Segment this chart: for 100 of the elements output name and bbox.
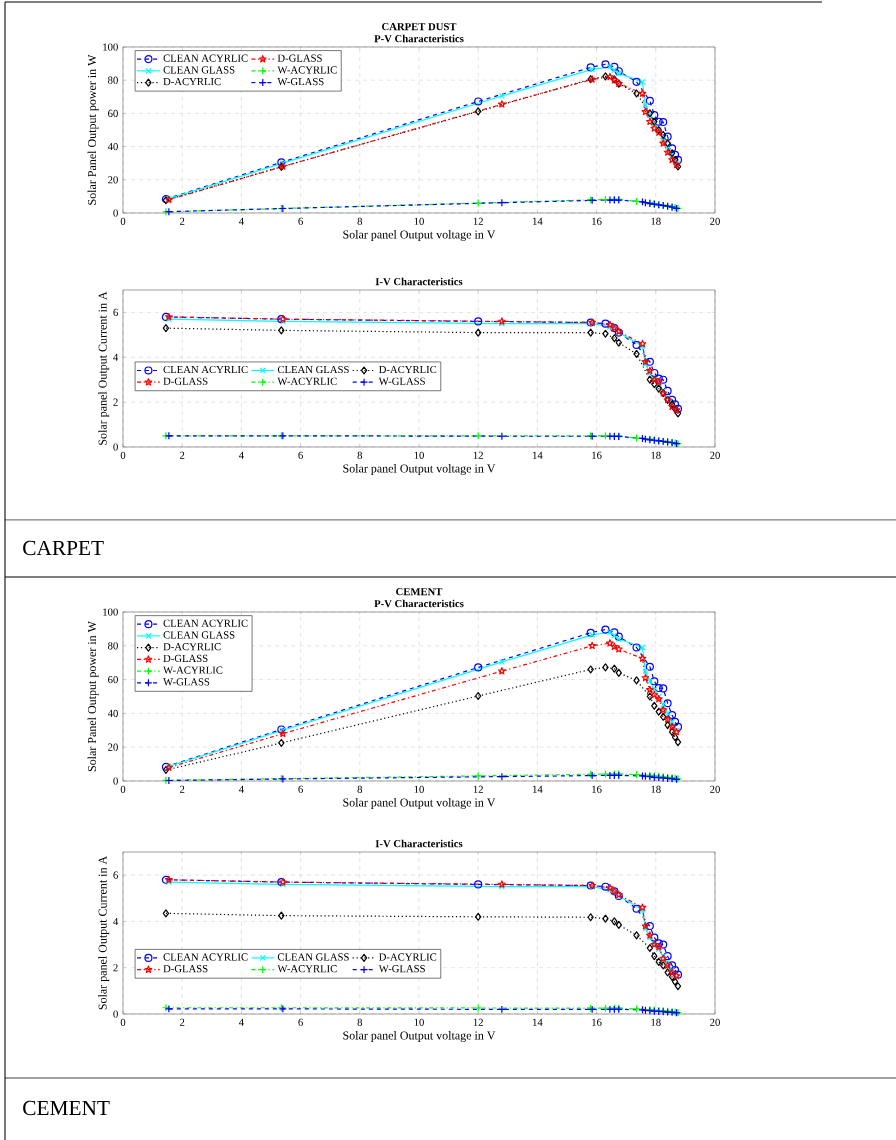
y-tick-label: 80 <box>108 76 118 84</box>
legend-label: W-GLASS <box>163 678 210 686</box>
legend-label: D-ACYRLIC <box>379 365 437 374</box>
x-tick-label: 18 <box>651 451 661 459</box>
legend-label: D-GLASS <box>277 54 322 62</box>
legend-label: W-ACYRLIC <box>277 377 337 385</box>
chart-title: CARPET DUST <box>382 23 457 31</box>
x-tick-label: 18 <box>651 1018 661 1026</box>
y-axis-title: Solar Panel Output power in W <box>87 54 99 205</box>
x-tick-label: 14 <box>533 217 543 225</box>
y-tick-label: 20 <box>108 176 118 184</box>
x-tick-label: 8 <box>357 217 363 225</box>
x-tick-label: 14 <box>533 785 543 793</box>
x-tick-label: 12 <box>473 451 483 459</box>
legend-label: D-ACYRLIC <box>163 643 221 651</box>
x-tick-label: 8 <box>357 451 363 459</box>
y-tick-label: 0 <box>113 1010 118 1018</box>
x-tick-label: 18 <box>651 785 661 793</box>
y-tick-label: 100 <box>103 43 118 51</box>
legend-label: W-GLASS <box>378 965 425 973</box>
x-axis-title: Solar panel Output voltage in V <box>343 464 496 475</box>
x-tick-label: 10 <box>414 785 424 793</box>
x-tick-label: 2 <box>179 451 185 459</box>
y-tick-label: 0 <box>113 209 118 217</box>
legend-label: D-ACYRLIC <box>379 953 437 961</box>
x-tick-label: 8 <box>357 1018 363 1026</box>
legend-label: CLEAN ACYRLIC <box>163 54 248 62</box>
x-tick-label: 14 <box>533 1018 543 1026</box>
x-axis-title: Solar panel Output voltage in V <box>343 1031 496 1042</box>
y-tick-label: 20 <box>108 743 118 751</box>
y-tick-label: 6 <box>113 871 118 879</box>
x-tick-label: 6 <box>298 785 303 793</box>
legend-label: CLEAN GLASS <box>277 365 349 374</box>
x-tick-label: 0 <box>120 217 126 225</box>
y-axis-title: Solar panel Output Current in A <box>98 855 110 1010</box>
legend-label: W-ACYRLIC <box>163 666 223 674</box>
x-tick-label: 12 <box>473 785 483 793</box>
x-tick-label: 18 <box>651 217 661 225</box>
x-tick-label: 10 <box>414 217 424 225</box>
x-tick-label: 6 <box>298 1018 303 1026</box>
x-tick-label: 4 <box>238 785 244 793</box>
y-axis-title: Solar Panel Output power in W <box>87 621 99 772</box>
y-tick-label: 80 <box>108 642 118 650</box>
legend-label: CLEAN GLASS <box>163 66 235 74</box>
legend-label: W-GLASS <box>378 377 425 385</box>
legend-label: W-GLASS <box>277 78 324 86</box>
x-tick-label: 4 <box>238 1018 244 1026</box>
text: CARPET <box>23 540 104 556</box>
x-tick-label: 20 <box>710 785 720 793</box>
x-tick-label: 16 <box>592 451 602 459</box>
chart-title: I-V Characteristics <box>375 277 463 286</box>
y-axis-title: Solar panel Output Current in A <box>98 291 110 445</box>
legend-label: W-ACYRLIC <box>277 965 337 973</box>
legend-label: D-GLASS <box>163 377 208 385</box>
x-tick-label: 0 <box>120 785 126 793</box>
x-tick-label: 2 <box>179 217 185 225</box>
y-tick-label: 4 <box>113 917 119 925</box>
x-tick-label: 10 <box>414 451 424 459</box>
legend-label: CLEAN ACYRLIC <box>163 619 248 627</box>
x-tick-label: 14 <box>533 451 543 459</box>
y-tick-label: 4 <box>113 353 119 361</box>
x-tick-label: 0 <box>120 1018 126 1026</box>
legend-label: CLEAN GLASS <box>277 953 349 961</box>
legend-label: CLEAN GLASS <box>163 631 235 639</box>
x-tick-label: 6 <box>298 217 303 225</box>
x-tick-label: 16 <box>592 785 602 793</box>
x-tick-label: 20 <box>710 451 720 459</box>
y-tick-label: 0 <box>113 443 118 451</box>
x-tick-label: 12 <box>473 1018 483 1026</box>
legend-label: D-ACYRLIC <box>163 78 221 86</box>
x-tick-label: 10 <box>414 1018 424 1026</box>
y-tick-label: 60 <box>108 676 118 684</box>
chart-title: CEMENT <box>396 588 443 596</box>
legend-label: W-ACYRLIC <box>277 66 337 74</box>
x-tick-label: 8 <box>357 785 363 793</box>
legend-label: D-GLASS <box>163 965 208 973</box>
x-tick-label: 4 <box>238 217 244 225</box>
y-tick-label: 6 <box>113 308 118 317</box>
y-tick-label: 2 <box>113 398 118 406</box>
x-axis-title: Solar panel Output voltage in V <box>343 230 496 241</box>
x-tick-label: 6 <box>298 451 303 459</box>
x-tick-label: 20 <box>710 1018 720 1026</box>
x-tick-label: 12 <box>473 217 483 225</box>
text: CEMENT <box>23 1100 110 1116</box>
x-tick-label: 16 <box>592 1018 602 1026</box>
x-tick-label: 0 <box>120 451 126 459</box>
x-tick-label: 16 <box>592 217 602 225</box>
y-tick-label: 2 <box>113 964 118 972</box>
chart-subtitle: P-V Characteristics <box>374 599 464 608</box>
legend-label: D-GLASS <box>163 654 208 662</box>
x-axis-title: Solar panel Output voltage in V <box>343 798 496 809</box>
y-tick-label: 60 <box>108 109 118 117</box>
y-tick-label: 100 <box>103 608 118 616</box>
y-tick-label: 40 <box>107 143 118 151</box>
chart-title: I-V Characteristics <box>375 839 463 848</box>
legend-label: CLEAN ACYRLIC <box>163 953 248 961</box>
legend-label: CLEAN ACYRLIC <box>163 365 248 374</box>
x-tick-label: 20 <box>710 217 720 225</box>
x-tick-label: 2 <box>179 1018 185 1026</box>
y-tick-label: 40 <box>107 709 118 717</box>
